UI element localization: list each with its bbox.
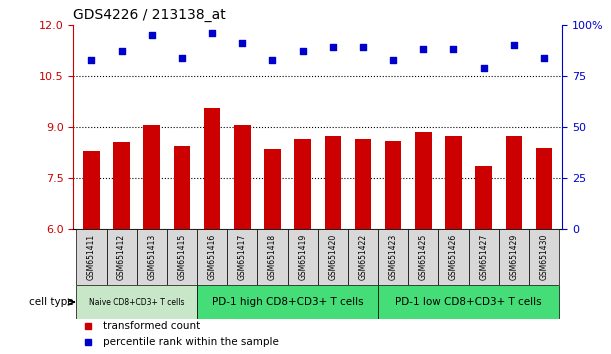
Bar <box>197 229 227 285</box>
Bar <box>137 229 167 285</box>
Bar <box>83 151 100 229</box>
Text: PD-1 low CD8+CD3+ T cells: PD-1 low CD8+CD3+ T cells <box>395 297 542 307</box>
Bar <box>106 229 137 285</box>
Text: percentile rank within the sample: percentile rank within the sample <box>103 337 279 347</box>
Text: GSM651429: GSM651429 <box>510 234 518 280</box>
Bar <box>378 285 559 319</box>
Bar <box>113 143 130 229</box>
Bar <box>529 229 559 285</box>
Bar <box>174 146 190 229</box>
Bar <box>348 229 378 285</box>
Text: cell type: cell type <box>29 297 74 307</box>
Point <box>238 40 247 46</box>
Text: GSM651418: GSM651418 <box>268 234 277 280</box>
Point <box>479 65 489 70</box>
Point <box>388 57 398 62</box>
Text: transformed count: transformed count <box>103 321 200 331</box>
Point <box>328 45 338 50</box>
Text: GSM651427: GSM651427 <box>479 234 488 280</box>
Bar <box>505 136 522 229</box>
Text: GSM651430: GSM651430 <box>540 234 549 280</box>
Text: GDS4226 / 213138_at: GDS4226 / 213138_at <box>73 8 226 22</box>
Text: GSM651417: GSM651417 <box>238 234 247 280</box>
Bar <box>288 229 318 285</box>
Text: GSM651415: GSM651415 <box>177 234 186 280</box>
Bar <box>439 229 469 285</box>
Bar <box>227 229 257 285</box>
Text: GSM651412: GSM651412 <box>117 234 126 280</box>
Bar <box>324 136 341 229</box>
Bar <box>469 229 499 285</box>
Text: GSM651411: GSM651411 <box>87 234 96 280</box>
Point <box>207 30 217 36</box>
Point <box>509 42 519 48</box>
Text: PD-1 high CD8+CD3+ T cells: PD-1 high CD8+CD3+ T cells <box>212 297 364 307</box>
Point <box>268 57 277 62</box>
Text: GSM651425: GSM651425 <box>419 234 428 280</box>
Point <box>539 55 549 61</box>
Bar <box>408 229 439 285</box>
Bar <box>204 108 221 229</box>
Text: GSM651413: GSM651413 <box>147 234 156 280</box>
Point <box>419 46 428 52</box>
Text: GSM651422: GSM651422 <box>359 234 367 280</box>
Bar <box>295 139 311 229</box>
Bar <box>385 141 401 229</box>
Text: GSM651416: GSM651416 <box>208 234 217 280</box>
Bar <box>76 285 197 319</box>
Bar <box>264 149 281 229</box>
Bar <box>536 148 552 229</box>
Text: GSM651423: GSM651423 <box>389 234 398 280</box>
Point <box>358 45 368 50</box>
Text: GSM651420: GSM651420 <box>328 234 337 280</box>
Text: Naive CD8+CD3+ T cells: Naive CD8+CD3+ T cells <box>89 298 185 307</box>
Bar <box>234 125 251 229</box>
Point <box>448 46 458 52</box>
Text: GSM651419: GSM651419 <box>298 234 307 280</box>
Bar <box>354 139 371 229</box>
Point <box>298 48 307 54</box>
Point <box>147 32 156 38</box>
Point <box>87 57 97 62</box>
Bar <box>499 229 529 285</box>
Bar <box>257 229 288 285</box>
Point <box>177 55 187 61</box>
Bar <box>475 166 492 229</box>
Bar <box>318 229 348 285</box>
Bar <box>197 285 378 319</box>
Bar <box>144 125 160 229</box>
Bar <box>378 229 408 285</box>
Text: GSM651426: GSM651426 <box>449 234 458 280</box>
Point <box>117 48 126 54</box>
Bar <box>76 229 106 285</box>
Bar <box>167 229 197 285</box>
Bar <box>445 136 462 229</box>
Bar <box>415 132 431 229</box>
